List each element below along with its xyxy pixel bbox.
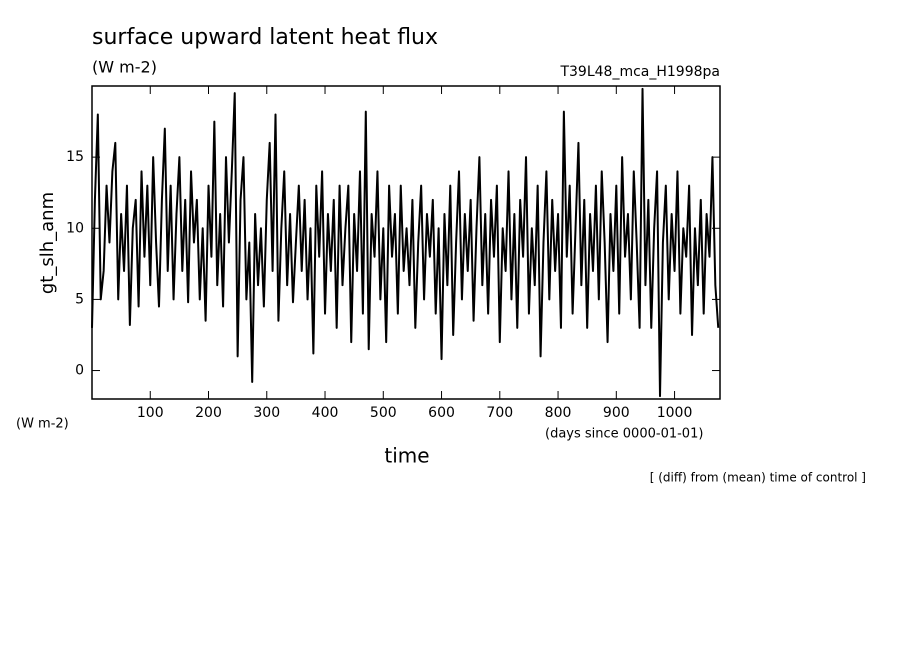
x-tick-label: 1000 <box>657 405 693 421</box>
plot-frame <box>91 85 721 400</box>
x-tick-label: 600 <box>428 405 455 421</box>
x-unit: (days since 0000-01-01) <box>545 427 703 442</box>
chart-subtitle: (W m-2) <box>92 58 157 77</box>
y-axis-label: gt_slh_anm <box>37 192 58 294</box>
chart-title: surface upward latent heat flux <box>92 25 438 50</box>
y-tick-label: 0 <box>75 363 84 379</box>
x-tick-label: 300 <box>253 405 280 421</box>
y-unit: (W m-2) <box>16 417 69 432</box>
x-tick-label: 800 <box>545 405 572 421</box>
x-tick-label: 200 <box>195 405 222 421</box>
x-tick-label: 900 <box>603 405 630 421</box>
x-tick-label: 400 <box>312 405 339 421</box>
note: [ (diff) from (mean) time of control ] <box>650 471 866 485</box>
x-tick-label: 700 <box>486 405 513 421</box>
y-tick-label: 15 <box>66 149 84 165</box>
data-line <box>91 87 720 398</box>
x-tick-label: 100 <box>137 405 164 421</box>
x-axis-label: time <box>384 444 429 468</box>
x-tick-label: 500 <box>370 405 397 421</box>
y-tick-label: 10 <box>66 220 84 236</box>
annotation: T39L48_mca_H1998pa <box>559 64 720 80</box>
y-tick-label: 5 <box>75 291 84 307</box>
